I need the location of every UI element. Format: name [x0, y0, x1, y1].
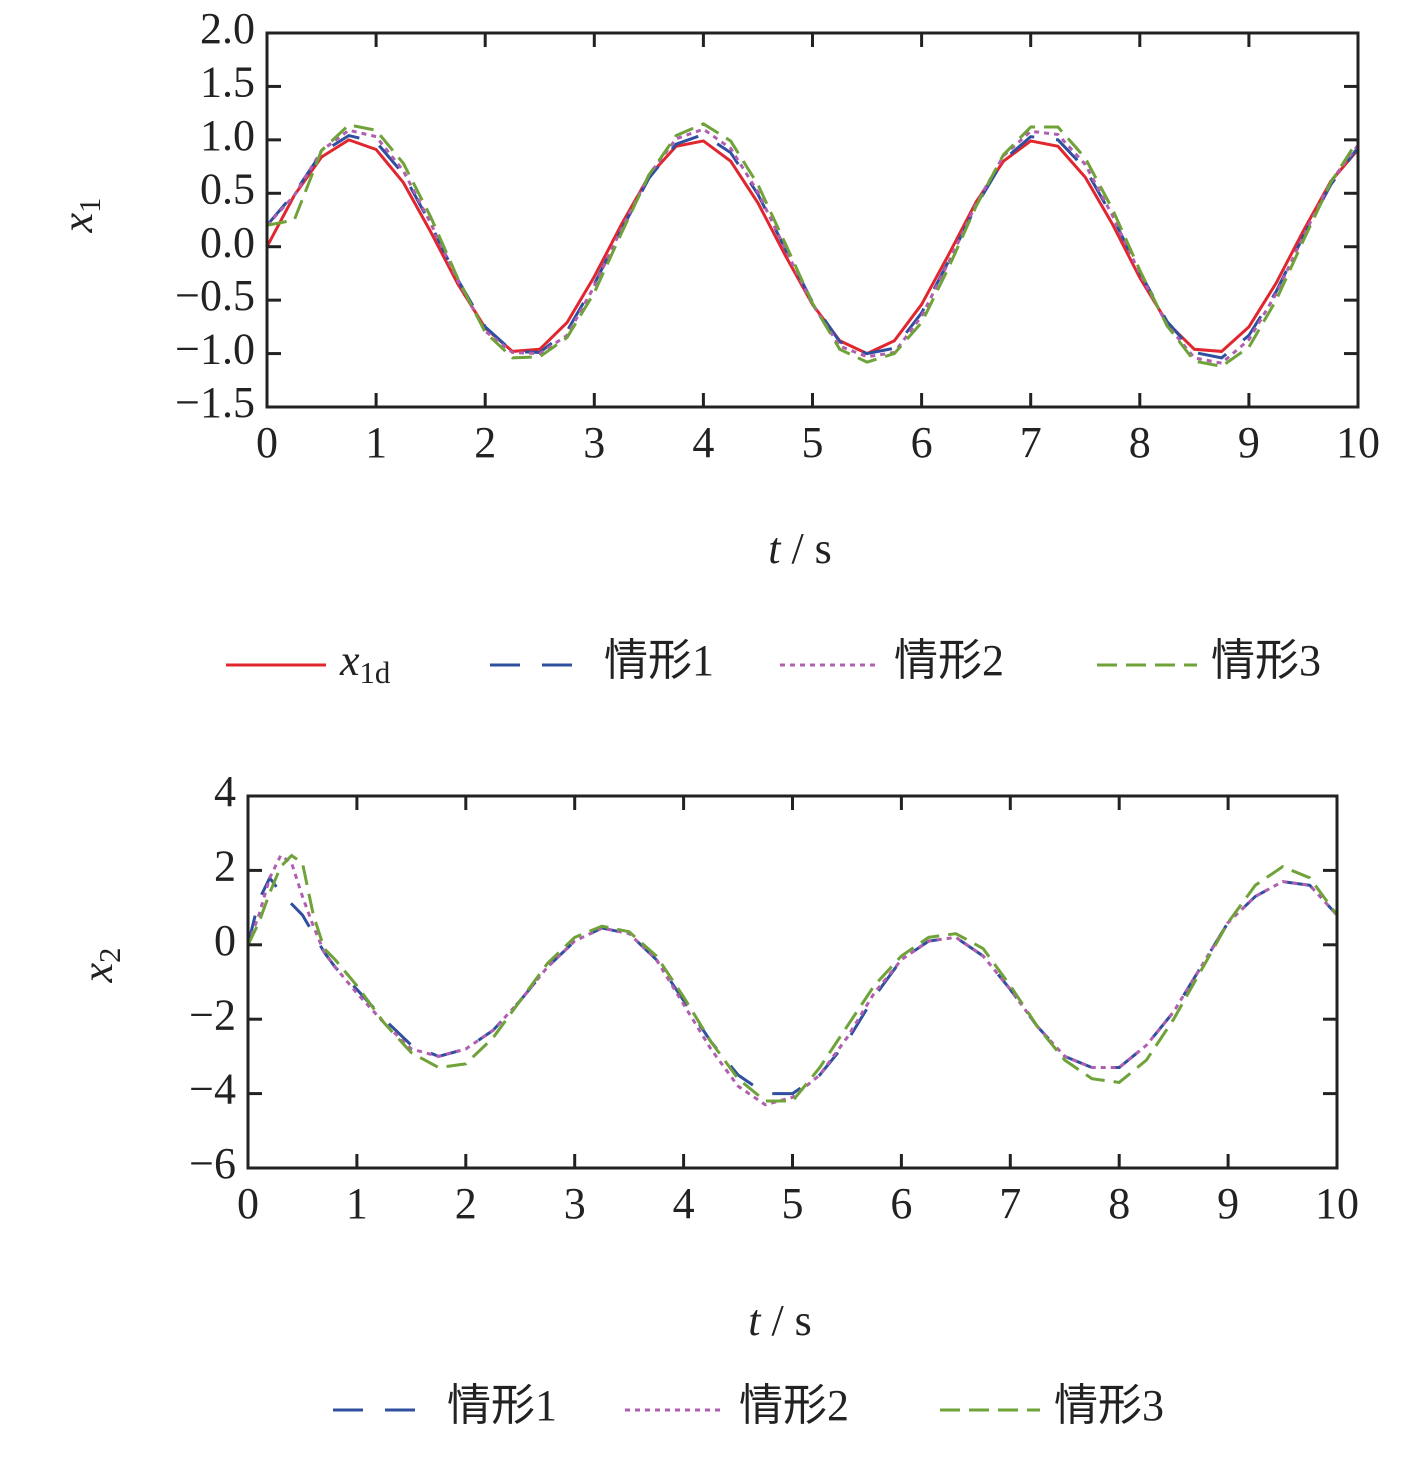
y-tick-label: 2.0 — [200, 4, 255, 53]
y-axis-label: x2 — [73, 948, 127, 984]
y-tick-label: 0 — [214, 916, 236, 965]
y-tick-label: 0.5 — [200, 164, 255, 213]
data-line — [266, 122, 1360, 368]
y-tick-label: −2 — [189, 990, 236, 1039]
x-tick-label: 4 — [673, 1179, 695, 1228]
data-line — [265, 127, 1360, 365]
x-tick-label: 1 — [365, 418, 387, 467]
y-tick-label: −4 — [189, 1065, 236, 1114]
x-tick-label: 7 — [999, 1179, 1021, 1228]
x-axis-label: t / s — [768, 524, 832, 573]
x-tick-label: 8 — [1108, 1179, 1130, 1228]
x-tick-label: 1 — [346, 1179, 368, 1228]
y-tick-label: −6 — [189, 1139, 236, 1188]
x-tick-label: 3 — [564, 1179, 586, 1228]
x-tick-label: 10 — [1336, 418, 1380, 467]
x-tick-label: 0 — [237, 1179, 259, 1228]
x-tick-label: 10 — [1315, 1179, 1359, 1228]
x-tick-label: 7 — [1020, 418, 1042, 467]
legend-label: 情形2 — [894, 636, 1004, 685]
y-tick-label: −1.5 — [175, 378, 255, 427]
plot-frame — [246, 794, 1339, 1170]
x-tick-label: 2 — [474, 418, 496, 467]
x-tick-label: 5 — [802, 418, 824, 467]
data-line — [265, 132, 1360, 360]
x-tick-label: 8 — [1129, 418, 1151, 467]
legend-label: x1d — [339, 636, 391, 690]
data-line — [246, 853, 1339, 1103]
x-tick-label: 2 — [455, 1179, 477, 1228]
x-tick-label: 9 — [1217, 1179, 1239, 1228]
x-axis-label: t / s — [748, 1296, 812, 1345]
y-tick-label: 2 — [214, 841, 236, 890]
y-tick-label: −0.5 — [175, 271, 255, 320]
legend-label: 情形1 — [447, 1381, 557, 1430]
x-tick-label: 4 — [692, 418, 714, 467]
x-tick-label: 3 — [583, 418, 605, 467]
legend-label: 情形1 — [604, 636, 714, 685]
data-line — [246, 853, 1339, 1107]
y-tick-label: 4 — [214, 767, 236, 816]
x-tick-label: 0 — [256, 418, 278, 467]
y-tick-label: 1.0 — [200, 111, 255, 160]
y-tick-label: 1.5 — [200, 58, 255, 107]
legend-label: 情形2 — [739, 1381, 849, 1430]
y-tick-label: −1.0 — [175, 325, 255, 374]
x-tick-label: 9 — [1238, 418, 1260, 467]
y-axis-label: x1 — [53, 198, 107, 234]
x-tick-label: 5 — [782, 1179, 804, 1228]
x-tick-label: 6 — [911, 418, 933, 467]
legend-label: 情形3 — [1054, 1381, 1164, 1430]
x-tick-label: 6 — [890, 1179, 912, 1228]
y-tick-label: 0.0 — [200, 218, 255, 267]
data-line — [265, 138, 1360, 356]
data-line — [246, 874, 1339, 1096]
legend-label: 情形3 — [1211, 636, 1321, 685]
